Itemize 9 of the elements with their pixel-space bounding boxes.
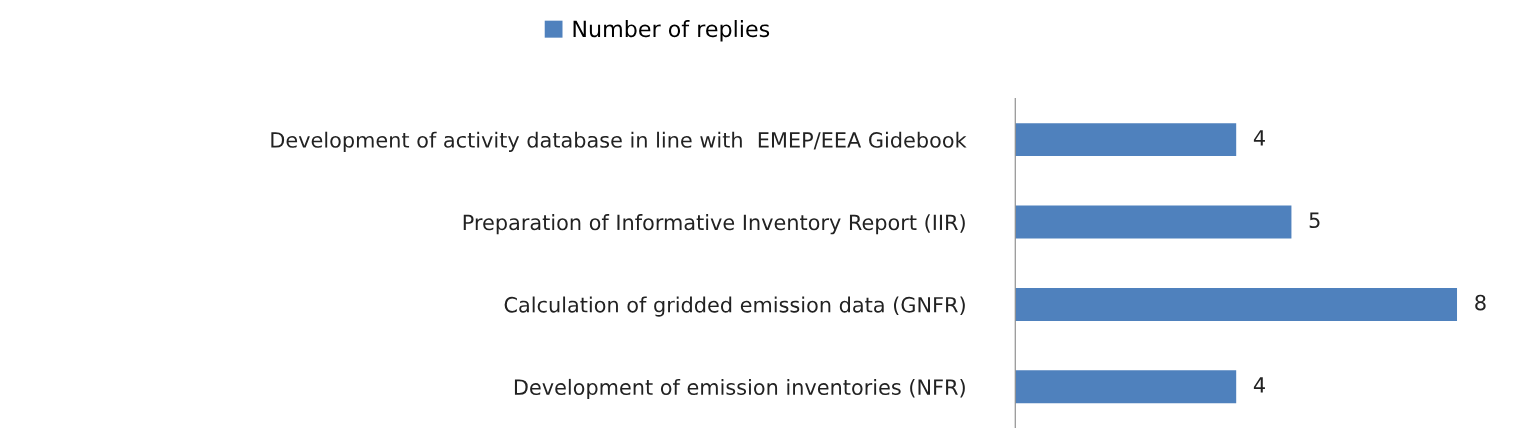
y-tick-label: Preparation of Informative Inventory Report (IIR) [463, 214, 965, 235]
y-tick-label: Development of emission inventories (NFR) [514, 378, 965, 400]
y-tick-label: Calculation of gridded emission data (GNFR) [504, 296, 965, 317]
data-label: 5 [1309, 212, 1320, 229]
data-label: 4 [1253, 377, 1265, 393]
legend-label: Number of replies [573, 20, 770, 42]
data-label: 8 [1475, 294, 1486, 311]
data-label: 4 [1253, 130, 1265, 146]
y-tick-label: Development of activity database in line with EMEP/EEA Gidebook [271, 131, 967, 152]
